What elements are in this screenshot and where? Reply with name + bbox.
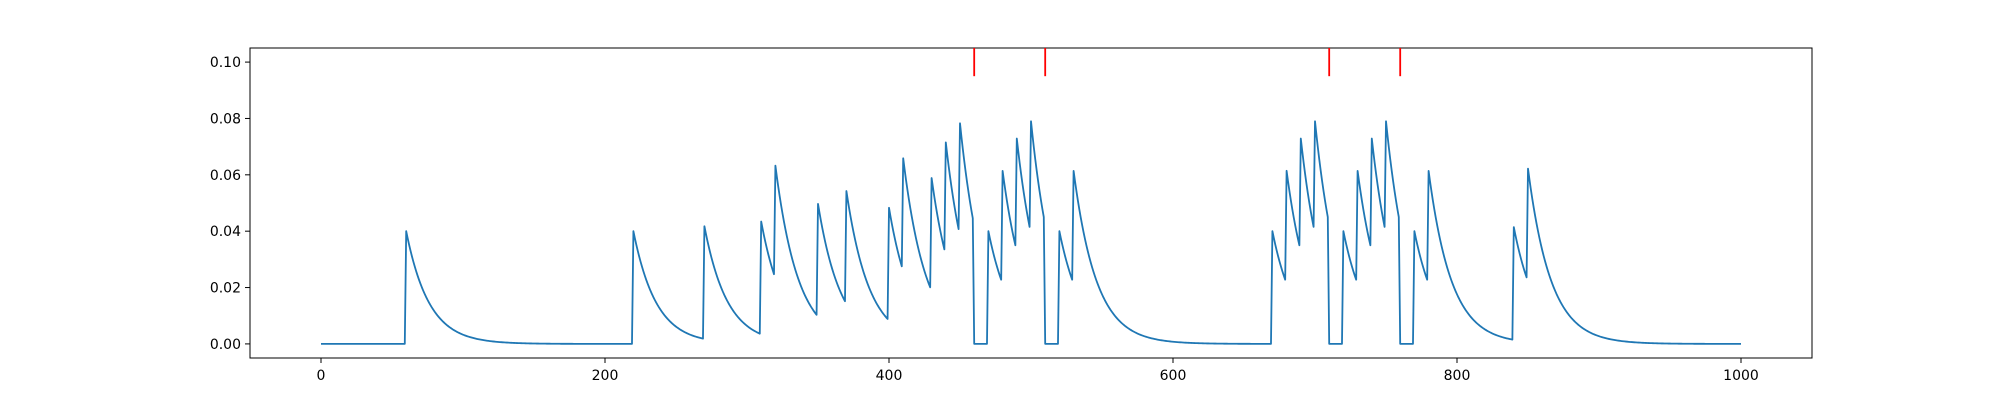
axes-frame [249, 47, 1813, 359]
y-tick-label: 0.08 [210, 111, 241, 127]
x-axis: 0 200 400 600 800 1000 [317, 358, 1759, 384]
x-tick-label: 800 [1444, 368, 1471, 384]
x-tick-label: 200 [592, 368, 619, 384]
plot-area-border [249, 47, 1813, 359]
x-tick-label: 0 [317, 368, 326, 384]
y-tick-label: 0.00 [210, 337, 241, 353]
threshold-markers [973, 48, 1402, 77]
y-axis: 0.00 0.02 0.04 0.06 0.08 0.10 [210, 55, 250, 353]
y-tick-label: 0.06 [210, 168, 241, 184]
x-tick-label: 400 [876, 368, 903, 384]
y-tick-label: 0.02 [210, 281, 241, 297]
series-group [321, 120, 1741, 345]
x-tick-label: 1000 [1723, 368, 1759, 384]
series-line [321, 120, 1741, 345]
y-tick-label: 0.04 [210, 224, 241, 240]
x-tick-label: 600 [1160, 368, 1187, 384]
y-tick-label: 0.10 [210, 55, 241, 71]
